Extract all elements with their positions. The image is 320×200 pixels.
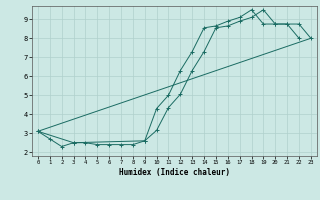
X-axis label: Humidex (Indice chaleur): Humidex (Indice chaleur) <box>119 168 230 177</box>
